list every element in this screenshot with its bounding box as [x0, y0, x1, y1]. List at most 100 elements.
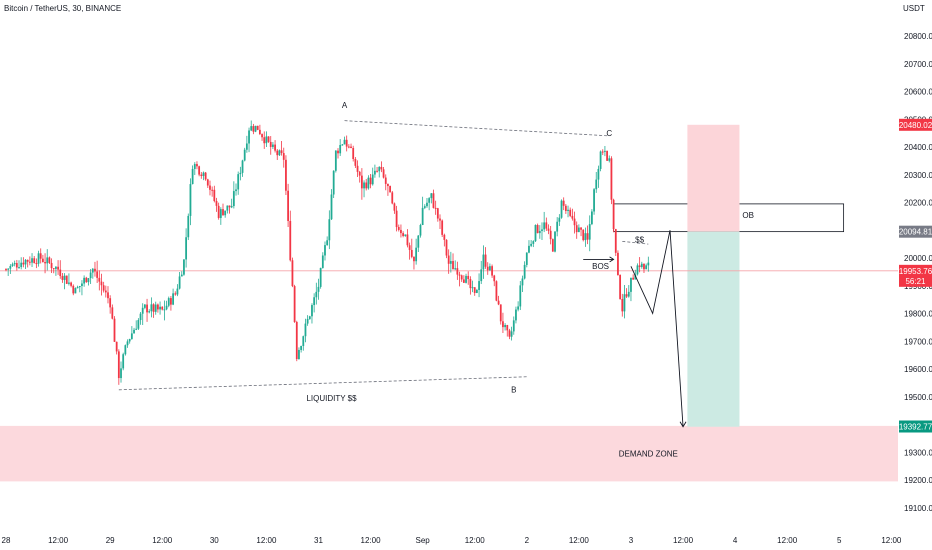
candle-body — [313, 297, 316, 306]
candle-body — [302, 336, 305, 347]
candle-body — [337, 150, 339, 154]
candle-body — [436, 208, 439, 219]
candle-body — [183, 259, 185, 275]
candle-body — [334, 150, 337, 171]
currency-label: USDT — [903, 4, 925, 13]
y-tick-label: 20700.00 — [904, 60, 932, 69]
candle-body — [374, 170, 376, 175]
candle-body — [41, 258, 44, 263]
candle-body — [163, 309, 166, 311]
candle-body — [643, 263, 645, 270]
candle-body — [76, 287, 79, 289]
candle-body — [308, 316, 311, 319]
candle-body — [22, 262, 25, 265]
candle-body — [462, 279, 465, 283]
candle-body — [263, 137, 266, 144]
x-tick-label: 4 — [733, 536, 738, 545]
trend-line-1 — [344, 120, 610, 137]
x-tick-label: 12:00 — [465, 536, 486, 545]
candle-body — [261, 134, 263, 138]
candle-body — [111, 307, 114, 319]
candle-body — [304, 323, 307, 337]
candle-body — [126, 341, 129, 346]
candle-body — [256, 125, 259, 130]
candle-body — [87, 278, 90, 283]
price-tag-label: 19392.77 — [899, 423, 932, 432]
candle-body — [202, 172, 205, 176]
candle-body — [562, 200, 565, 206]
candle-body — [630, 277, 632, 292]
candle-body — [159, 306, 161, 310]
candle-body — [180, 274, 183, 277]
candle-body — [391, 192, 394, 204]
candle-body — [117, 351, 120, 379]
candle-body — [363, 182, 365, 189]
candle-body — [447, 255, 450, 264]
candle-body — [152, 304, 155, 312]
candle-body — [554, 231, 556, 252]
candle-body — [556, 221, 559, 232]
candle-body — [360, 175, 363, 189]
candle-body — [185, 237, 188, 260]
zones-layer — [0, 124, 898, 482]
price-axis[interactable]: 20800.0020700.0020600.0020500.0020400.00… — [904, 32, 932, 513]
candle-body — [343, 139, 346, 145]
candle-body — [250, 126, 253, 131]
candle-body — [157, 304, 159, 310]
candle-body — [31, 258, 33, 263]
candle-body — [239, 172, 242, 175]
annotation-2: C — [606, 129, 612, 138]
candle-body — [143, 304, 146, 308]
candle-body — [78, 285, 81, 288]
candle-body — [473, 287, 476, 293]
candle-body — [599, 151, 602, 169]
candle-body — [528, 245, 530, 253]
candle-body — [371, 174, 374, 185]
candle-body — [382, 169, 385, 178]
candle-body — [189, 184, 192, 216]
stop-zone — [687, 124, 740, 232]
candle-body — [541, 229, 543, 231]
candle-body — [345, 139, 348, 147]
candle-body — [506, 325, 509, 331]
candle-body — [172, 293, 174, 305]
candle-body — [219, 209, 222, 218]
candle-body — [380, 166, 383, 170]
candle-body — [571, 215, 574, 219]
candle-body — [508, 330, 511, 337]
candle-body — [467, 275, 470, 280]
candle-body — [538, 230, 541, 234]
candle-body — [519, 285, 522, 307]
y-tick-label: 19500.00 — [904, 393, 932, 402]
price-tag-label: 20094.81 — [899, 228, 932, 237]
candle-body — [222, 209, 224, 216]
price-tag — [899, 118, 932, 131]
candle-body — [591, 211, 593, 225]
candle-body — [137, 320, 140, 329]
candle-body — [206, 179, 209, 186]
candle-body — [200, 174, 203, 176]
candle-body — [610, 158, 613, 200]
x-tick-label: 12:00 — [361, 536, 382, 545]
candle-body — [232, 191, 235, 207]
candle-body — [146, 304, 148, 313]
candle-body — [72, 285, 75, 294]
candle-body — [81, 283, 83, 286]
candle-body — [48, 257, 51, 263]
candle-body — [517, 306, 520, 310]
bos-arrowhead — [609, 256, 615, 263]
candle-body — [593, 189, 595, 212]
candle-body — [625, 294, 628, 297]
candle-body — [7, 268, 10, 270]
time-axis[interactable]: 28 12:00 29 12:00 30 12:00 31 12:00 Sep 12:00 2 12:… — [2, 536, 902, 545]
candle-body — [456, 268, 459, 275]
candle-body — [317, 286, 320, 292]
x-tick-label: 30 — [210, 536, 219, 545]
candle-body — [510, 331, 513, 337]
candle-body — [454, 268, 457, 270]
candle-body — [213, 189, 216, 202]
candle-body — [400, 229, 402, 234]
candle-body — [98, 277, 101, 282]
